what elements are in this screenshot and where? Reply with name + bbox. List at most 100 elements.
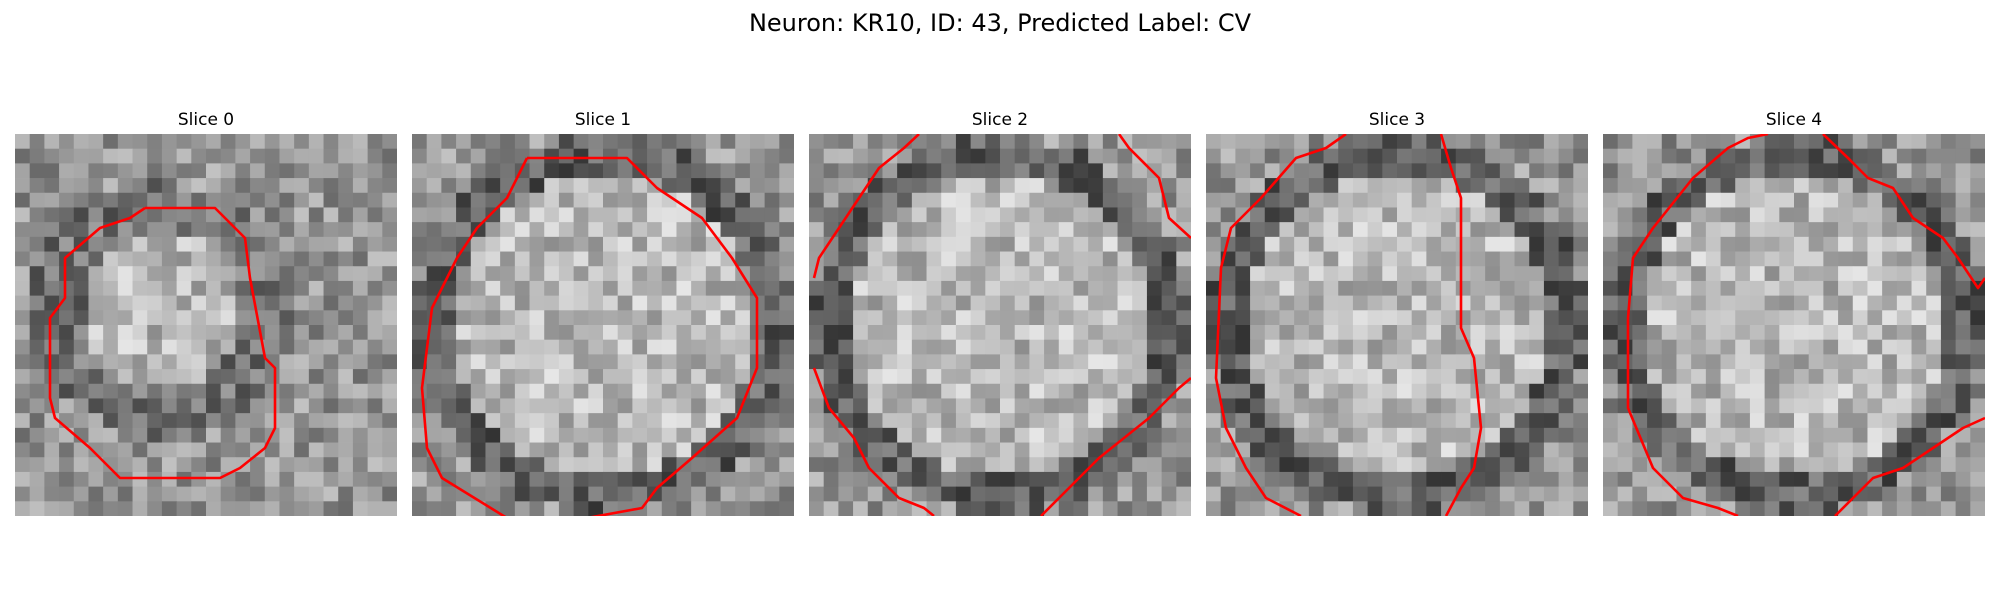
image-pixel bbox=[1338, 251, 1354, 267]
image-pixel bbox=[1617, 134, 1633, 150]
image-pixel bbox=[705, 457, 721, 473]
image-pixel bbox=[470, 134, 486, 150]
image-pixel bbox=[29, 266, 45, 282]
image-pixel bbox=[588, 413, 604, 429]
image-pixel bbox=[779, 413, 794, 429]
image-pixel bbox=[970, 457, 986, 473]
image-pixel bbox=[955, 236, 972, 252]
image-pixel bbox=[1088, 192, 1104, 208]
image-pixel bbox=[1029, 222, 1045, 238]
image-pixel bbox=[412, 163, 428, 179]
image-pixel bbox=[853, 471, 869, 488]
image-pixel bbox=[779, 310, 794, 326]
image-pixel bbox=[1529, 134, 1545, 150]
image-pixel bbox=[1632, 339, 1648, 355]
image-pixel bbox=[456, 134, 472, 150]
image-pixel bbox=[352, 310, 369, 326]
image-pixel bbox=[1352, 325, 1369, 341]
image-pixel bbox=[941, 222, 957, 238]
image-pixel bbox=[1088, 413, 1104, 429]
image-pixel bbox=[1882, 222, 1898, 238]
image-pixel bbox=[779, 251, 794, 267]
image-pixel bbox=[1558, 192, 1574, 208]
image-pixel bbox=[676, 310, 692, 326]
image-pixel bbox=[117, 280, 133, 297]
image-pixel bbox=[294, 354, 310, 370]
image-pixel bbox=[352, 251, 369, 267]
image-pixel bbox=[147, 413, 163, 429]
image-pixel bbox=[529, 325, 545, 341]
image-pixel bbox=[1573, 251, 1588, 267]
image-pixel bbox=[1146, 501, 1163, 516]
image-pixel bbox=[1279, 163, 1295, 179]
image-pixel bbox=[603, 486, 619, 502]
image-pixel bbox=[161, 251, 178, 267]
image-pixel bbox=[1838, 295, 1854, 311]
image-pixel bbox=[1882, 236, 1898, 252]
image-pixel bbox=[1382, 486, 1398, 502]
image-pixel bbox=[147, 457, 163, 473]
image-pixel bbox=[1485, 163, 1501, 179]
image-pixel bbox=[1647, 148, 1663, 164]
image-pixel bbox=[735, 222, 751, 238]
image-pixel bbox=[103, 471, 119, 488]
image-pixel bbox=[955, 192, 972, 208]
image-pixel bbox=[500, 383, 516, 399]
image-pixel bbox=[1470, 295, 1486, 311]
image-pixel bbox=[1926, 486, 1942, 502]
image-pixel bbox=[1206, 486, 1222, 502]
image-pixel bbox=[705, 148, 721, 164]
image-pixel bbox=[867, 427, 883, 443]
image-pixel bbox=[59, 266, 75, 282]
image-pixel bbox=[1955, 236, 1971, 252]
image-pixel bbox=[882, 280, 898, 297]
image-pixel bbox=[412, 236, 428, 252]
image-pixel bbox=[191, 251, 207, 267]
image-pixel bbox=[1426, 236, 1442, 252]
image-pixel bbox=[1838, 266, 1854, 282]
segmentation-contour bbox=[1439, 134, 1483, 516]
image-pixel bbox=[676, 339, 692, 355]
image-pixel bbox=[955, 369, 972, 385]
image-pixel bbox=[1749, 178, 1766, 194]
image-pixel bbox=[1720, 369, 1736, 385]
image-pixel bbox=[1279, 295, 1295, 311]
image-pixel bbox=[147, 134, 163, 150]
image-pixel bbox=[676, 222, 692, 238]
image-pixel bbox=[1338, 442, 1354, 458]
image-pixel bbox=[73, 148, 89, 164]
image-pixel bbox=[29, 251, 45, 267]
image-pixel bbox=[117, 236, 133, 252]
image-pixel bbox=[573, 325, 589, 341]
image-pixel bbox=[1088, 325, 1104, 341]
image-pixel bbox=[338, 266, 354, 282]
image-pixel bbox=[1279, 486, 1295, 502]
image-pixel bbox=[88, 339, 104, 355]
image-pixel bbox=[1764, 383, 1780, 399]
image-pixel bbox=[279, 427, 295, 443]
image-pixel bbox=[1514, 369, 1530, 385]
image-pixel bbox=[691, 369, 707, 385]
image-pixel bbox=[206, 413, 222, 429]
image-pixel bbox=[1896, 383, 1912, 399]
image-pixel bbox=[1867, 413, 1883, 429]
image-pixel bbox=[1161, 413, 1177, 429]
image-pixel bbox=[250, 192, 266, 208]
image-pixel bbox=[1794, 486, 1810, 502]
image-pixel bbox=[1882, 427, 1898, 443]
image-pixel bbox=[823, 354, 839, 370]
image-pixel bbox=[1955, 383, 1971, 399]
image-pixel bbox=[529, 207, 545, 223]
image-pixel bbox=[1573, 207, 1588, 223]
image-pixel bbox=[1102, 222, 1118, 238]
image-pixel bbox=[1161, 148, 1177, 164]
image-pixel bbox=[1779, 207, 1795, 223]
image-pixel bbox=[29, 310, 45, 326]
image-pixel bbox=[985, 251, 1001, 267]
image-pixel bbox=[647, 163, 663, 179]
image-pixel bbox=[735, 369, 751, 385]
image-pixel bbox=[1264, 354, 1280, 370]
image-pixel bbox=[1823, 148, 1839, 164]
image-pixel bbox=[1603, 339, 1619, 355]
image-pixel bbox=[1647, 486, 1663, 502]
